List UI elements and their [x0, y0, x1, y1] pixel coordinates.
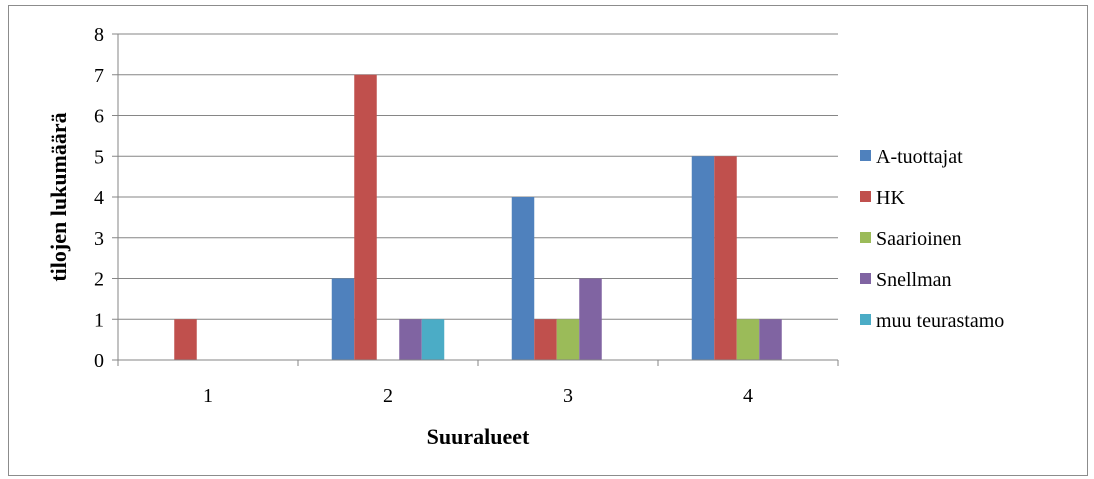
x-tick-label: 4: [743, 385, 753, 407]
y-tick-label: 2: [94, 269, 104, 291]
legend-label: HK: [876, 187, 905, 209]
y-tick-label: 4: [94, 187, 104, 209]
legend-swatch: [860, 150, 871, 161]
legend: A-tuottajat HK Saarioinen Snellman muu teura…: [860, 146, 1004, 332]
legend-label: Saarioinen: [876, 228, 962, 250]
bar-snellman-3: [579, 278, 602, 360]
x-tick-label: 3: [563, 385, 573, 407]
y-tick-label: 3: [94, 228, 104, 250]
bar-a-tuottajat-3: [511, 197, 535, 360]
y-tick-labels: 0 1 2 3 4 5 6 7 8: [94, 24, 104, 372]
bar-muu-teurastamo-2: [421, 319, 445, 360]
bars: [174, 74, 782, 360]
y-tick-label: 8: [94, 24, 104, 46]
bar-hk-4: [714, 156, 737, 360]
legend-label: muu teurastamo: [876, 310, 1004, 332]
axes: [117, 34, 839, 366]
bar-a-tuottajat-4: [691, 156, 715, 360]
y-tick-label: 0: [94, 350, 104, 372]
bar-hk-2: [354, 74, 377, 360]
bar-a-tuottajat-2: [331, 278, 355, 360]
y-axis-title: tilojen lukumäärä: [46, 112, 71, 281]
legend-label: Snellman: [876, 269, 952, 291]
bar-hk-1: [174, 319, 197, 360]
chart-frame: [8, 5, 1088, 476]
legend-swatch: [860, 191, 871, 202]
y-tick-label: 6: [94, 106, 104, 128]
bar-hk-3: [534, 319, 557, 360]
legend-label: A-tuottajat: [876, 146, 963, 168]
bar-snellman-4: [759, 319, 782, 360]
x-axis-title: Suuralueet: [427, 424, 530, 449]
x-tick-label: 2: [383, 385, 393, 407]
bar-saarioinen-4: [736, 319, 760, 360]
x-tick-label: 1: [203, 385, 213, 407]
bar-snellman-2: [399, 319, 422, 360]
bar-saarioinen-3: [556, 319, 580, 360]
x-tick-labels: 1 2 3 4: [203, 385, 753, 407]
legend-swatch: [860, 273, 871, 284]
y-tick-label: 7: [94, 65, 104, 87]
y-tick-label: 5: [94, 146, 104, 168]
legend-swatch: [860, 232, 871, 243]
legend-swatch: [860, 314, 871, 325]
y-tick-label: 1: [94, 309, 104, 331]
